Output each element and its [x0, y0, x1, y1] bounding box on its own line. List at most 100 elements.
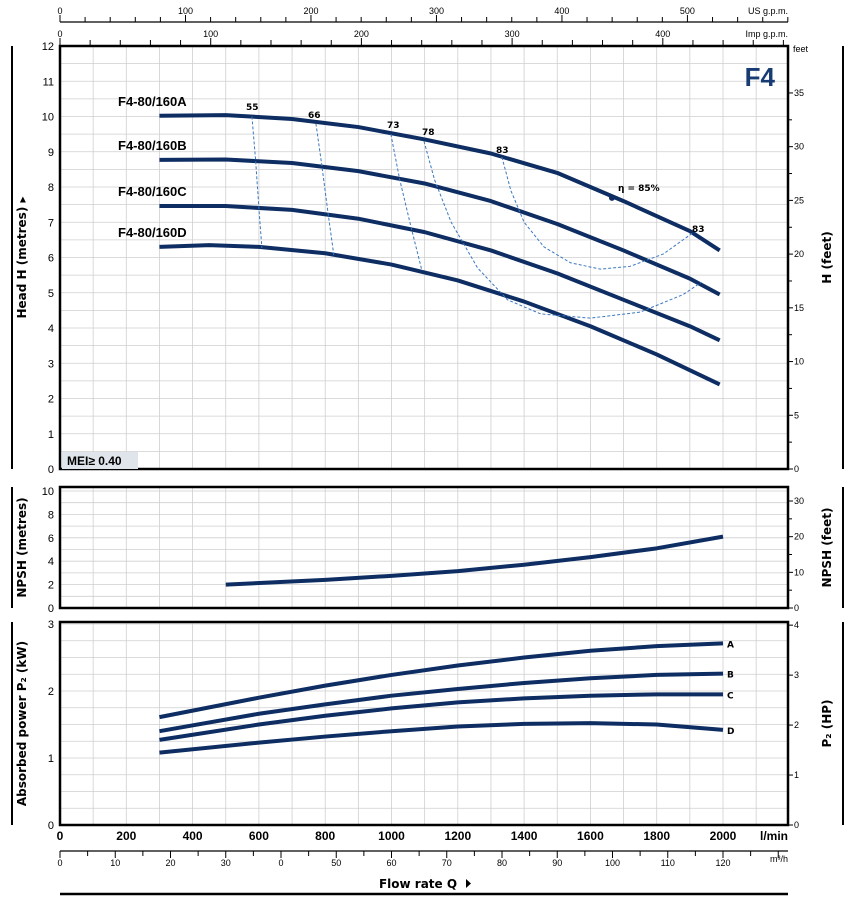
series-line-f4-80-160c	[159, 204, 721, 343]
efficiency-label: 78	[422, 128, 435, 138]
best-efficiency-label: η = 85%	[618, 184, 660, 194]
arrow-right-icon	[466, 879, 471, 888]
y-right-tick-label: 0	[794, 603, 799, 613]
y-tick-label: 4	[48, 323, 54, 335]
m3h-tick-label: 60	[386, 858, 396, 868]
y-right-tick-label: 0	[794, 820, 799, 830]
curve-label: F4-80/160A	[118, 94, 187, 109]
y-axis-label-right: H (feet)	[820, 231, 834, 283]
y-right-tick-label: 0	[794, 464, 799, 474]
x-tick-label: 800	[315, 829, 335, 843]
series-line-c	[159, 692, 723, 742]
m3h-tick-label: 0	[278, 858, 283, 868]
efficiency-line-66	[315, 123, 335, 256]
m3h-tick-label: 80	[497, 858, 507, 868]
m3h-tick-label: 90	[552, 858, 562, 868]
y-axis-label: NPSH (metres)	[15, 497, 29, 597]
series-line-d	[159, 721, 724, 755]
efficiency-line-78	[423, 141, 702, 319]
x-tick-label: 0	[57, 829, 64, 843]
series-line-a	[159, 641, 724, 720]
y-tick-label: 1	[48, 753, 54, 765]
m3h-unit: m³/h	[770, 854, 788, 864]
y-right-tick-label: 35	[794, 88, 804, 98]
y-tick-label: 12	[42, 41, 54, 53]
y-tick-label: 3	[48, 358, 54, 370]
y-tick-label: 0	[48, 603, 54, 615]
y-right-tick-label: 3	[794, 670, 799, 680]
us-gpm-tick-label: 100	[178, 6, 193, 16]
best-efficiency-point	[608, 194, 615, 201]
y-right-tick-label: 4	[794, 620, 799, 630]
m3h-tick-label: 50	[331, 858, 341, 868]
x-tick-label: 1200	[444, 829, 471, 843]
y-axis-label-right: P₂ (HP)	[820, 699, 834, 747]
m3h-tick-label: 100	[605, 858, 620, 868]
y-right-tick-label: 30	[794, 142, 804, 152]
y-tick-label: 2	[48, 686, 54, 698]
curve-label: F4-80/160B	[118, 138, 187, 153]
m3h-tick-label: 120	[715, 858, 730, 868]
y-right-tick-label: 10	[794, 357, 804, 367]
m3h-tick-label: 110	[661, 858, 675, 868]
us-gpm-unit: US g.p.m.	[748, 6, 788, 16]
y-tick-label: 8	[48, 182, 54, 194]
efficiency-label: 55	[246, 103, 259, 113]
x-tick-label: 1800	[643, 829, 670, 843]
m3h-tick-label: 30	[221, 858, 231, 868]
us-gpm-tick-label: 200	[303, 6, 318, 16]
curve-label: C	[727, 691, 734, 701]
y-right-tick-label: 25	[794, 195, 804, 205]
m3h-tick-label: 0	[57, 858, 62, 868]
m3h-tick-label: 20	[165, 858, 175, 868]
mei-badge-bg	[62, 452, 138, 469]
series-line-b	[159, 671, 724, 734]
y-axis-label: Head H (metres) ▸	[15, 196, 29, 318]
right-unit-label: feet	[793, 44, 809, 54]
y-tick-label: 10	[42, 112, 54, 124]
y-tick-label: 6	[48, 533, 54, 545]
efficiency-label: 66	[308, 111, 321, 121]
y-tick-label: 10	[42, 486, 54, 498]
curve-label: B	[727, 671, 734, 681]
x-tick-label: 1600	[577, 829, 604, 843]
m3h-tick-label: 70	[442, 858, 452, 868]
x-tick-label: 600	[249, 829, 269, 843]
us-gpm-tick-label: 400	[554, 6, 569, 16]
x-tick-label: 200	[116, 829, 136, 843]
imp-gpm-tick-label: 0	[57, 29, 62, 39]
efficiency-line-73	[390, 134, 423, 272]
x-unit-label: l/min	[760, 829, 788, 843]
y-tick-label: 7	[48, 217, 54, 229]
y-tick-label: 1	[48, 429, 54, 441]
y-right-tick-label: 20	[794, 249, 804, 259]
efficiency-label: 73	[387, 121, 400, 131]
y-right-tick-label: 15	[794, 303, 804, 313]
y-tick-label: 2	[48, 580, 54, 592]
curve-label: F4-80/160D	[118, 225, 187, 240]
efficiency-label: 83	[496, 146, 509, 156]
series-line-npsh	[225, 534, 724, 587]
x-tick-label: 400	[183, 829, 203, 843]
y-right-tick-label: 5	[794, 410, 799, 420]
y-right-tick-label: 10	[794, 567, 804, 577]
curve-label: D	[727, 727, 734, 737]
y-tick-label: 5	[48, 288, 54, 300]
imp-gpm-tick-label: 400	[655, 29, 670, 39]
mei-badge: MEI≥ 0.40	[67, 454, 122, 468]
imp-gpm-unit: Imp g.p.m.	[745, 29, 788, 39]
y-tick-label: 9	[48, 147, 54, 159]
efficiency-line-83	[501, 156, 695, 270]
curve-label: F4-80/160C	[118, 184, 187, 199]
x-tick-label: 1000	[378, 829, 405, 843]
y-axis-label: Absorbed power P₂ (kW)	[15, 641, 29, 806]
x-tick-label: 2000	[710, 829, 737, 843]
y-tick-label: 2	[48, 394, 54, 406]
imp-gpm-tick-label: 300	[505, 29, 520, 39]
y-tick-label: 6	[48, 253, 54, 265]
m3h-tick-label: 10	[110, 858, 120, 868]
y-axis-label-right: NPSH (feet)	[820, 508, 834, 588]
us-gpm-tick-label: 0	[57, 6, 62, 16]
y-tick-label: 3	[48, 619, 54, 631]
